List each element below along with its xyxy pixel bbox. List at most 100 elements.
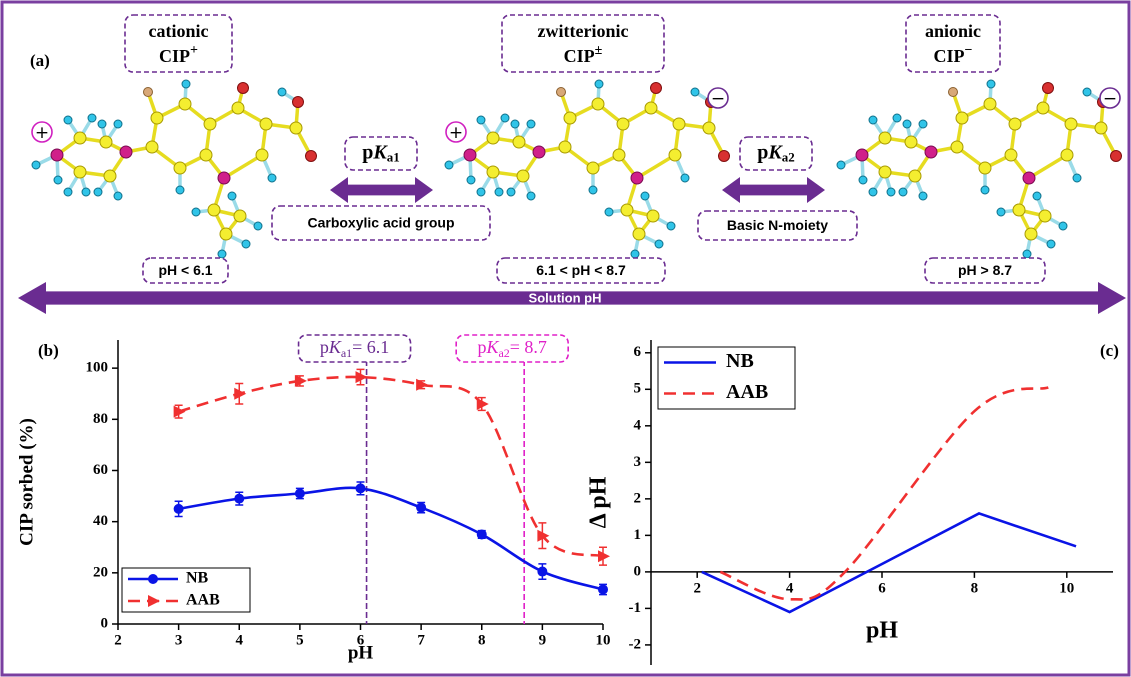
atom: [64, 116, 72, 124]
ph-range: pH < 6.1: [158, 262, 212, 278]
atom: [306, 151, 317, 162]
ion-sign: −: [1103, 89, 1117, 109]
atom: [513, 136, 525, 148]
atom: [925, 146, 937, 158]
atom: [1037, 102, 1049, 114]
atom: [681, 174, 689, 182]
p: p: [362, 141, 373, 163]
atom: [151, 112, 163, 124]
equilibrium-arrow: [330, 177, 433, 203]
atom: [869, 116, 877, 124]
atom: [559, 141, 571, 153]
ion-sign: −: [711, 89, 725, 109]
atom: [220, 228, 232, 240]
atom: [74, 166, 86, 178]
atom: [182, 80, 190, 88]
atom: [290, 122, 302, 134]
atom: [613, 149, 625, 161]
atom: [719, 151, 730, 162]
atom: [667, 222, 675, 230]
atom: [242, 240, 250, 248]
atom: [1047, 240, 1055, 248]
atom: [278, 88, 286, 96]
atom: [51, 149, 63, 161]
marker: [174, 504, 184, 514]
y-axis-label: Δ pH: [586, 476, 612, 528]
annotation: pKa1= 6.1: [320, 337, 390, 360]
atom: [507, 188, 515, 196]
atom: [651, 83, 662, 94]
atom: [837, 161, 845, 169]
atom: [218, 250, 226, 258]
atom: [859, 176, 867, 184]
legend-label: NB: [726, 350, 754, 372]
charge: +: [190, 43, 198, 58]
atom: [1025, 228, 1037, 240]
atom: [268, 174, 276, 182]
atom: [204, 118, 216, 130]
series-line: [702, 513, 1076, 612]
bond: [224, 155, 262, 178]
atom: [208, 204, 220, 216]
atom: [144, 88, 153, 97]
ion-sign: +: [35, 123, 49, 143]
atom: [984, 98, 996, 110]
atom: [114, 192, 122, 200]
atom: [956, 112, 968, 124]
x-tick-label: 4: [786, 580, 794, 596]
marker: [356, 371, 368, 383]
atom: [905, 136, 917, 148]
atom: [893, 114, 901, 122]
legend-label: NB: [186, 570, 209, 587]
series-line: [720, 387, 1048, 599]
atom: [94, 188, 102, 196]
y-tick-label: 4: [634, 417, 642, 433]
atom: [527, 192, 535, 200]
charge: −: [965, 43, 973, 58]
y-tick-label: 6: [634, 344, 642, 360]
atom: [879, 132, 891, 144]
atom: [1023, 250, 1031, 258]
atom: [88, 114, 96, 122]
atom: [467, 176, 475, 184]
atom: [54, 176, 62, 184]
atom: [232, 102, 244, 114]
sub: a1: [387, 149, 400, 164]
atom: [487, 132, 499, 144]
y-tick-label: 1: [634, 527, 642, 543]
atom: [445, 161, 453, 169]
legend-label: AAB: [726, 381, 768, 403]
atom: [477, 116, 485, 124]
atom: [234, 210, 246, 222]
x-tick-label: 2: [693, 580, 701, 596]
equilibrium-arrow: [722, 177, 825, 203]
x-tick-label: 5: [296, 632, 304, 648]
suffix: = 8.7: [510, 337, 547, 357]
atom: [533, 146, 545, 158]
ion-sign: +: [449, 123, 463, 143]
k: K: [328, 337, 342, 357]
marker: [477, 398, 489, 410]
atom: [621, 204, 633, 216]
k: K: [485, 337, 499, 357]
atom: [527, 120, 535, 128]
atom: [517, 170, 529, 182]
panel-label: (c): [1100, 341, 1119, 360]
atom: [919, 120, 927, 128]
atom: [605, 208, 613, 216]
atom: [179, 98, 191, 110]
annotation: pKa2= 8.7: [477, 337, 547, 360]
group-label: Carboxylic acid group: [307, 215, 454, 231]
atom: [495, 188, 503, 196]
atom: [146, 141, 158, 153]
atom: [669, 149, 681, 161]
marker: [148, 574, 158, 584]
atom: [856, 149, 868, 161]
x-tick-label: 4: [236, 632, 244, 648]
atom: [120, 146, 132, 158]
atom: [1111, 151, 1122, 162]
x-tick-label: 10: [596, 632, 611, 648]
atom: [919, 192, 927, 200]
atom: [1065, 118, 1077, 130]
x-tick-label: 9: [539, 632, 547, 648]
